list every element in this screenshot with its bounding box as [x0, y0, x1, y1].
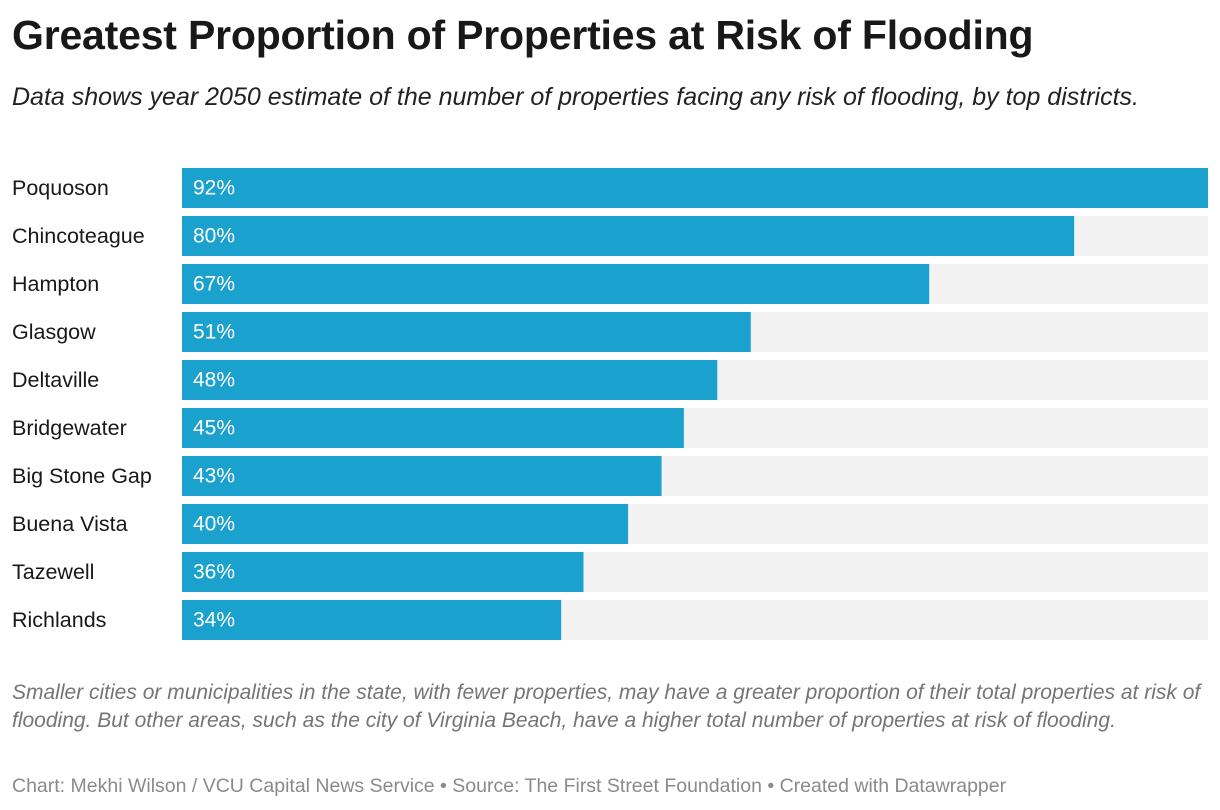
- category-label: Bridgewater: [12, 416, 127, 440]
- bar-value-label: 67%: [193, 273, 235, 296]
- category-label: Buena Vista: [12, 512, 128, 536]
- bar-value-label: 92%: [193, 177, 235, 200]
- bar-value-label: 36%: [193, 561, 235, 584]
- category-label: Poquoson: [12, 176, 109, 200]
- bar: [182, 216, 1075, 256]
- bar-row: Poquoson 92%: [12, 168, 1208, 208]
- category-label: Big Stone Gap: [12, 464, 152, 488]
- chart-subtitle: Data shows year 2050 estimate of the num…: [12, 83, 1139, 111]
- bar-value-label: 51%: [193, 321, 235, 344]
- category-label: Hampton: [12, 272, 99, 296]
- category-label: Glasgow: [12, 320, 96, 344]
- bar-chart: Poquoson 92% Chincoteague 80% Hampton 67% Glas…: [12, 168, 1208, 640]
- bar-value-label: 48%: [193, 369, 235, 392]
- bar-row: Richlands 34%: [12, 600, 1208, 640]
- bar: [182, 552, 584, 592]
- bar-row: Deltaville 48%: [12, 360, 1208, 400]
- category-label: Chincoteague: [12, 224, 145, 248]
- bar: [182, 456, 662, 496]
- chart-note: Smaller cities or municipalities in the …: [12, 681, 1201, 732]
- bar: [182, 600, 562, 640]
- bar: [182, 408, 684, 448]
- category-label: Tazewell: [12, 560, 94, 584]
- category-label: Deltaville: [12, 368, 99, 392]
- chart-title: Greatest Proportion of Properties at Ris…: [12, 12, 1034, 58]
- bar-value-label: 80%: [193, 225, 235, 248]
- bar-value-label: 43%: [193, 465, 235, 488]
- category-label: Richlands: [12, 608, 106, 632]
- bar-value-label: 34%: [193, 609, 235, 632]
- bar: [182, 312, 751, 352]
- bar: [182, 504, 629, 544]
- bar-row: Big Stone Gap 43%: [12, 456, 1208, 496]
- bar-row: Chincoteague 80%: [12, 216, 1208, 256]
- bar-value-label: 40%: [193, 513, 235, 536]
- bar-row: Hampton 67%: [12, 264, 1208, 304]
- bar-row: Buena Vista 40%: [12, 504, 1208, 544]
- bar-row: Bridgewater 45%: [12, 408, 1208, 448]
- chart-footer: Chart: Mekhi Wilson / VCU Capital News S…: [12, 775, 1007, 797]
- bar: [182, 264, 930, 304]
- bar-value-label: 45%: [193, 417, 235, 440]
- bar: [182, 168, 1208, 208]
- bar-row: Tazewell 36%: [12, 552, 1208, 592]
- bar: [182, 360, 718, 400]
- bar-row: Glasgow 51%: [12, 312, 1208, 352]
